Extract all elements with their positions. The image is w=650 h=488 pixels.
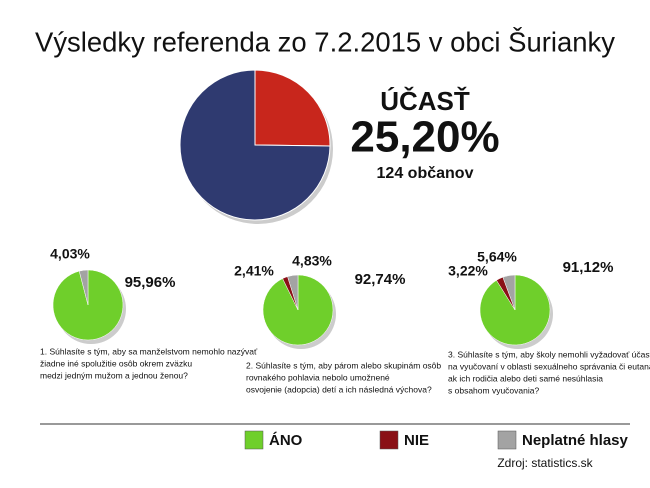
value-label: 95,96% — [125, 274, 176, 291]
value-label: 4,83% — [292, 253, 332, 269]
question-text: 3. Súhlasíte s tým, aby školy nemohli vy… — [448, 349, 650, 359]
value-label: 2,41% — [234, 263, 274, 279]
legend-label: ÁNO — [269, 432, 303, 449]
legend-swatch — [497, 430, 517, 450]
value-label: 92,74% — [355, 271, 406, 288]
legend-swatch — [379, 430, 399, 450]
legend-label: Neplatné hlasy — [522, 432, 629, 449]
pie-slice — [502, 274, 516, 311]
question-text: žiadne iné spolužitie osôb okrem zväzku — [40, 358, 192, 368]
question-text: medzi jedným mužom a jednou ženou? — [40, 370, 188, 380]
value-label: 4,03% — [50, 246, 90, 262]
pie-slice — [254, 69, 331, 147]
pie-slice — [179, 69, 331, 221]
question-text: s obsahom vyučovania? — [448, 385, 539, 395]
value-label: 5,64% — [477, 249, 517, 265]
pie-slice — [78, 269, 89, 306]
question-text: osvojenie (adopcia) detí a ich následná … — [246, 384, 432, 394]
legend-label: NIE — [404, 432, 429, 449]
pie-subtitle: 124 občanov — [377, 165, 474, 182]
pie-slice — [287, 274, 299, 311]
question-text: rovnakého pohlavia nebolo umožnené — [246, 372, 390, 382]
value-label: 91,12% — [563, 259, 614, 276]
legend-swatch — [244, 430, 264, 450]
question-text: 1. Súhlasíte s tým, aby sa manželstvom n… — [40, 346, 258, 356]
value-label: 25,20% — [350, 113, 499, 162]
value-label: 3,22% — [448, 263, 488, 279]
question-text: na vyučovaní v oblasti sexuálneho správa… — [448, 361, 650, 371]
title: Výsledky referenda zo 7.2.2015 v obci Šu… — [35, 26, 615, 57]
question-text: 2. Súhlasíte s tým, aby párom alebo skup… — [246, 360, 441, 370]
question-text: ak ich rodičia alebo deti samé nesúhlasi… — [448, 373, 603, 383]
source: Zdroj: statistics.sk — [497, 456, 593, 470]
pie-title: ÚČASŤ — [380, 86, 470, 116]
